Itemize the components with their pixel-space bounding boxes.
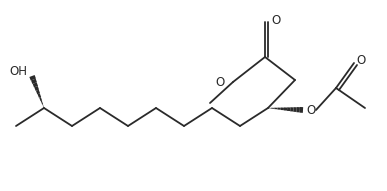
Text: O: O	[356, 53, 366, 66]
Text: OH: OH	[9, 65, 27, 78]
Text: O: O	[307, 104, 316, 117]
Text: O: O	[271, 14, 281, 27]
Text: O: O	[216, 75, 225, 88]
